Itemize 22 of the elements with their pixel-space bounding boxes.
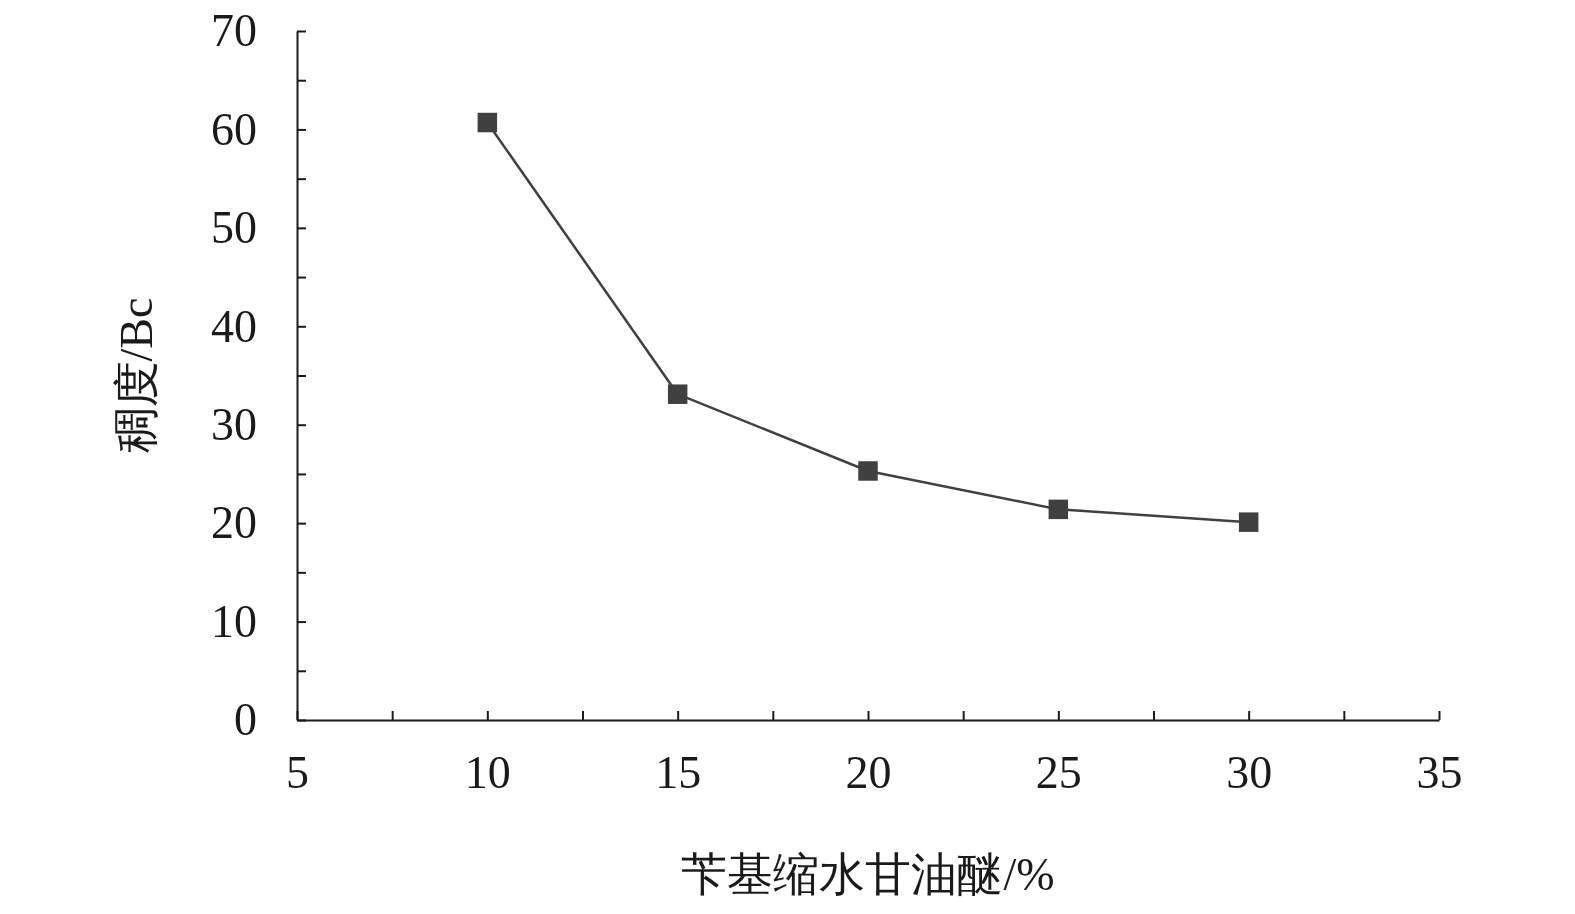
x-tick-label: 10 xyxy=(464,746,511,798)
x-tick-label: 35 xyxy=(1416,746,1463,798)
y-tick-label: 10 xyxy=(211,595,257,647)
y-tick-label: 40 xyxy=(211,300,257,352)
y-tick-label: 50 xyxy=(211,202,257,254)
point xyxy=(1048,499,1069,520)
y-tick-label: 0 xyxy=(234,694,257,746)
x-tick-label: 15 xyxy=(655,746,702,798)
point xyxy=(858,461,878,481)
x-tick-label: 25 xyxy=(1035,746,1082,798)
x-axis-title: 苄基缩水甘油醚/% xyxy=(681,849,1055,900)
point xyxy=(1238,512,1259,532)
x-tick-label: 30 xyxy=(1226,746,1273,798)
x-tick-label: 20 xyxy=(845,746,892,798)
y-axis-title: 稠度/Bc xyxy=(111,297,162,454)
point xyxy=(477,112,498,133)
x-tick-label: 5 xyxy=(286,746,309,798)
y-tick-label: 30 xyxy=(211,398,257,450)
y-tick-label: 60 xyxy=(211,103,257,155)
y-tick-label: 20 xyxy=(211,497,257,549)
point xyxy=(667,384,688,404)
y-tick-label: 70 xyxy=(211,5,257,57)
